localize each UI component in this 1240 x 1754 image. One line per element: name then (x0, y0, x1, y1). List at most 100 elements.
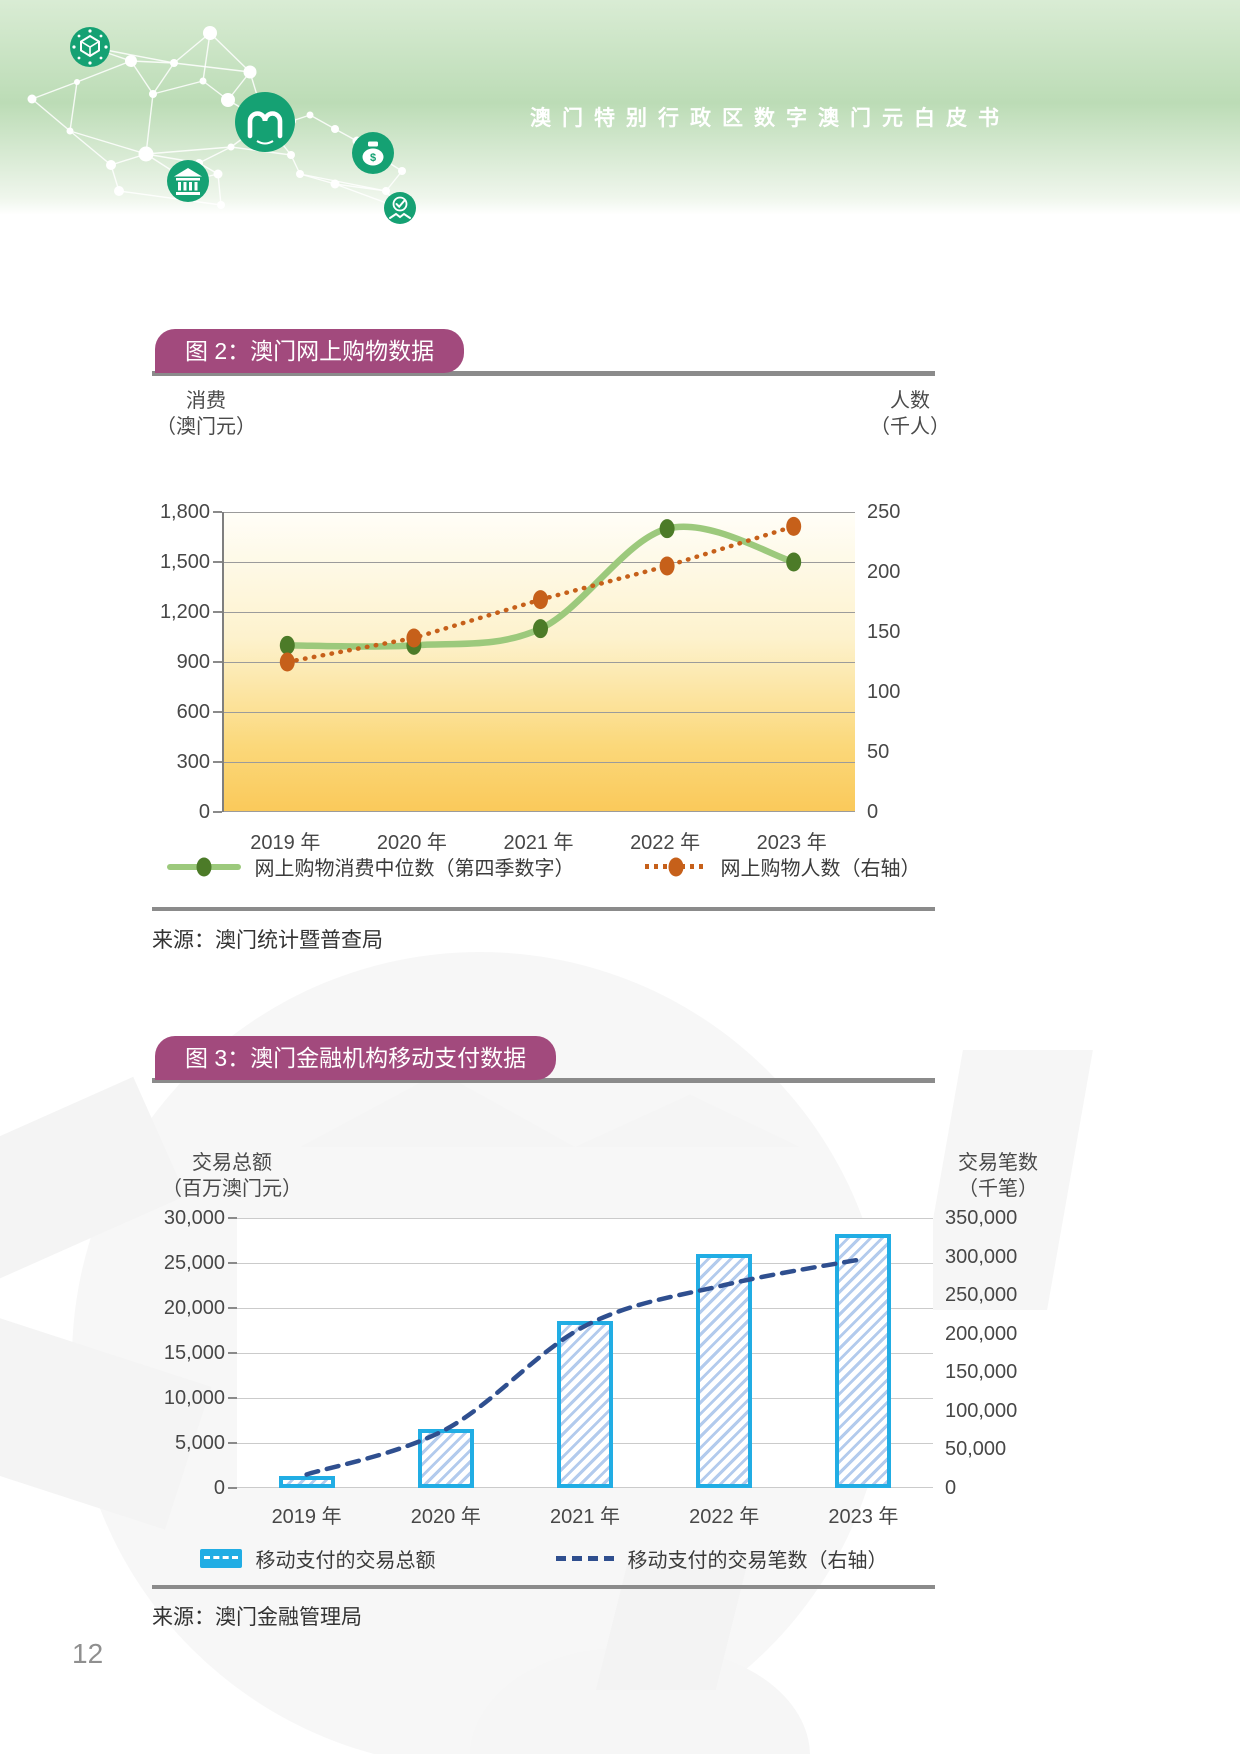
left-axis-tickmark (213, 761, 222, 763)
document-title: 澳门特别行政区数字澳门元白皮书 (530, 107, 1010, 130)
chart2-x-label: 2021 年 (549, 1506, 621, 1528)
gridline (224, 711, 855, 713)
chart1-left-tick-label: 300 (176, 751, 210, 773)
chart1-legend-item-people: 网上购物人数（右轴） (644, 852, 921, 881)
figure2-source: 来源：澳门统计暨普查局 (152, 929, 383, 952)
left-axis-tickmark (228, 1352, 237, 1354)
chart2-left-tick-label: 10,000 (163, 1387, 225, 1409)
chart1-x-label: 2020 年 (376, 832, 447, 854)
figure3-banner: 图 3：澳门金融机构移动支付数据 (155, 1036, 557, 1080)
chart1-left-tick-label: 1,200 (159, 601, 210, 623)
chart2-right-tick-label: 200,000 (945, 1322, 1018, 1345)
chart1-left-axis-title: 消费 （澳门元） (148, 388, 264, 440)
chart2-right-tick-label: 0 (945, 1477, 957, 1499)
orange-dotted-swatch (644, 857, 707, 876)
chart1-right-axis-title-line2: （千人） (870, 416, 950, 438)
chart2-left-axis-title: 交易总额 （百万澳门元） (132, 1150, 332, 1202)
left-axis-tickmark (228, 1262, 237, 1264)
chart2-left-tick-label: 0 (213, 1477, 225, 1499)
chart2-legend-label-amount: 移动支付的交易总额 (255, 1550, 436, 1572)
chart1-right-tick-label: 50 (867, 741, 890, 763)
left-axis-tickmark (228, 1442, 237, 1444)
chart1-legend-item-median: 网上购物消费中位数（第四季数字） (166, 852, 575, 881)
chart2-legend: 移动支付的交易总额 移动支付的交易笔数（右轴） (152, 1544, 935, 1573)
chart2-plot-area (237, 1218, 933, 1488)
chart2-legend-label-count: 移动支付的交易笔数（右轴） (627, 1550, 888, 1572)
cyan-bar-swatch (199, 1549, 242, 1568)
gridline (237, 1218, 933, 1219)
chart2-left-tick-label: 5,000 (174, 1432, 225, 1454)
chart2-x-label: 2023 年 (828, 1506, 899, 1528)
chart2-left-tick-label: 30,000 (163, 1207, 225, 1229)
chart1-plot-area (222, 512, 855, 812)
chart1-x-label: 2023 年 (756, 832, 827, 854)
chart2-series-layer (304, 1256, 866, 1477)
chart1-x-label: 2021 年 (503, 832, 574, 854)
handshake-check-icon (384, 192, 416, 224)
chart2-x-label: 2020 年 (410, 1506, 481, 1528)
mobile-payment-bar (696, 1254, 753, 1488)
gridline (224, 811, 855, 812)
m-logo-icon (235, 92, 295, 152)
left-axis-tickmark (213, 661, 222, 663)
chart1-legend-label-people: 网上购物人数（右轴） (720, 858, 921, 880)
chart2-left-axis-title-line2: （百万澳门元） (162, 1178, 302, 1200)
chart1-left-tick-label: 0 (198, 801, 210, 823)
chart2-right-tick-label: 50,000 (945, 1438, 1007, 1461)
chart2-right-tick-label: 350,000 (945, 1207, 1018, 1229)
left-axis-tickmark (228, 1487, 237, 1489)
figure2-banner-rule (152, 371, 935, 376)
chart1-right-tick-label: 250 (867, 501, 901, 523)
gridline (224, 512, 855, 513)
chart2-right-axis-title-line2: （千笔） (958, 1178, 1038, 1200)
left-axis-tickmark (228, 1307, 237, 1309)
chart1-right-tick-label: 0 (867, 801, 879, 823)
left-axis-tickmark (213, 511, 222, 513)
blockchain-icon (70, 27, 110, 67)
green-line-swatch (166, 857, 241, 876)
chart1-right-axis-title-line1: 人数 (890, 390, 930, 412)
navy-dashed-swatch (555, 1556, 614, 1561)
left-axis-tickmark (213, 811, 222, 813)
chart2-right-axis-title-line1: 交易笔数 (958, 1152, 1038, 1174)
chart2-legend-item-count: 移动支付的交易笔数（右轴） (555, 1544, 888, 1573)
chart2-right-axis-title: 交易笔数 （千笔） (928, 1150, 1068, 1202)
left-axis-tickmark (228, 1217, 237, 1219)
chart1-left-tick-label: 900 (176, 651, 210, 673)
chart1-right-axis-title: 人数 （千人） (852, 388, 968, 440)
green-marker-icon (196, 857, 211, 876)
left-axis-tickmark (228, 1397, 237, 1399)
chart2-left-tick-label: 15,000 (163, 1342, 225, 1364)
chart1-left-axis-title-line2: （澳门元） (156, 416, 256, 438)
network-graphic: $ (27, 26, 416, 224)
chart2-x-label: 2022 年 (689, 1506, 760, 1528)
figure3-source: 来源：澳门金融管理局 (152, 1606, 362, 1629)
gridline (224, 661, 855, 663)
bank-icon (167, 160, 209, 202)
gridline (237, 1262, 933, 1264)
transaction-count-dashed-line (304, 1256, 866, 1477)
gridline (224, 611, 855, 613)
chart2-legend-item-amount: 移动支付的交易总额 (199, 1544, 436, 1573)
chart1-series-layer (279, 516, 802, 672)
figure3-banner-rule (152, 1078, 935, 1083)
gridline (224, 761, 855, 763)
chart1-x-label: 2022 年 (630, 832, 701, 854)
left-axis-tickmark (213, 711, 222, 713)
mobile-payment-bar (835, 1234, 892, 1488)
chart1-left-tick-label: 1,800 (159, 501, 210, 523)
chart2-x-label: 2019 年 (271, 1506, 342, 1528)
figure3-bottom-rule (152, 1585, 935, 1589)
gridline (224, 561, 855, 563)
chart2-left-axis-title-line1: 交易总额 (192, 1152, 272, 1174)
chart2-right-tick-label: 300,000 (945, 1245, 1018, 1268)
chart1-legend-label-median: 网上购物消费中位数（第四季数字） (254, 858, 575, 880)
left-axis-tickmark (213, 561, 222, 563)
chart2-right-tick-label: 250,000 (945, 1284, 1018, 1307)
mobile-payment-bar (278, 1476, 335, 1488)
chart1-right-tick-label: 150 (867, 621, 901, 643)
chart1-legend: 网上购物消费中位数（第四季数字） 网上购物人数（右轴） (152, 852, 935, 881)
money-bag-icon: $ (352, 132, 394, 174)
orange-marker-icon (668, 857, 683, 876)
